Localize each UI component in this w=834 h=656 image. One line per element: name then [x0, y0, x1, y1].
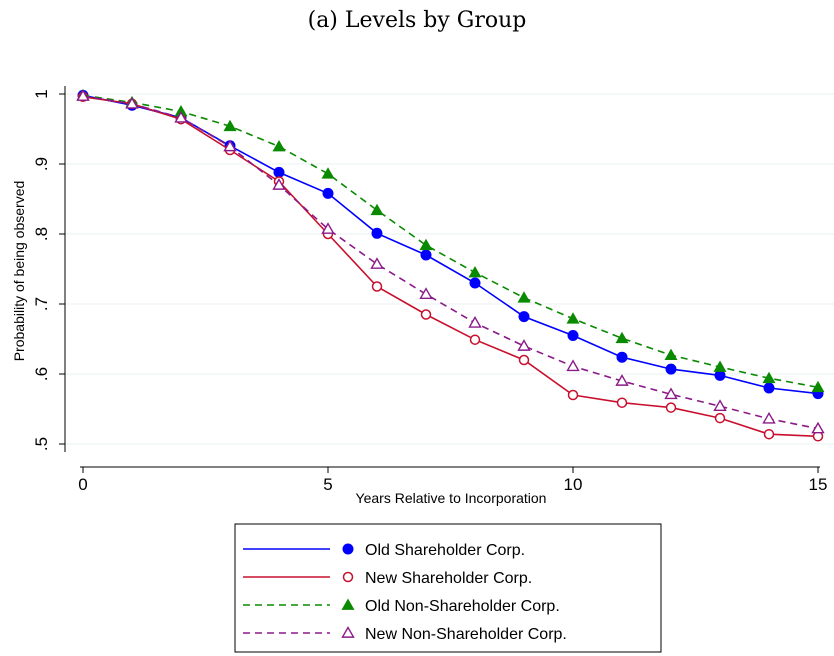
chart-title: (a) Levels by Group — [307, 8, 527, 33]
data-point — [419, 238, 433, 251]
legend-box — [234, 523, 662, 653]
y-tick-label: .5 — [32, 437, 51, 451]
data-point — [76, 89, 90, 101]
data-point — [615, 331, 629, 344]
data-point — [518, 311, 530, 323]
data-point — [763, 382, 775, 394]
data-point — [762, 411, 776, 424]
data-point — [664, 387, 678, 400]
data-point — [420, 309, 432, 320]
data-point — [566, 312, 580, 324]
data-point — [469, 277, 481, 289]
data-point — [714, 369, 726, 381]
series-line — [82, 96, 819, 438]
y-tick-label: 1 — [32, 89, 51, 98]
data-point — [713, 399, 727, 412]
y-tick-label: .7 — [32, 297, 51, 311]
legend-label: Old Shareholder Corp. — [365, 542, 525, 559]
data-point — [517, 339, 531, 351]
data-point — [342, 543, 354, 555]
axes — [64, 86, 820, 468]
data-point — [322, 187, 334, 199]
x-axis-title: Years Relative to Incorporation — [356, 490, 547, 506]
data-point — [341, 626, 355, 638]
data-point — [321, 222, 335, 234]
data-point — [420, 249, 432, 261]
legend-label: Old Non-Shareholder Corp. — [365, 598, 560, 615]
legend-label: New Non-Shareholder Corp. — [365, 626, 567, 643]
x-tick-label: 5 — [323, 475, 332, 494]
data-point — [370, 203, 384, 216]
data-point — [342, 571, 354, 583]
legend-label: New Shareholder Corp. — [365, 570, 532, 587]
x-ticks: 0 5 10 15 — [78, 467, 827, 494]
data-point — [811, 380, 825, 393]
series-group — [76, 88, 825, 442]
data-point — [468, 315, 482, 328]
series-new-non-shareholder-corp — [76, 89, 825, 434]
series-old-non-shareholder-corp — [76, 88, 825, 393]
series-line — [82, 94, 819, 395]
legend: Old Shareholder Corp. New Shareholder Cor… — [234, 523, 662, 653]
data-point — [419, 287, 433, 300]
y-tick-label: .9 — [32, 157, 51, 171]
data-point — [518, 354, 530, 366]
data-point — [567, 389, 579, 401]
data-point — [273, 166, 285, 178]
data-point — [370, 257, 384, 269]
grid-lines — [65, 93, 834, 445]
data-point — [223, 139, 237, 152]
y-tick-label: .8 — [32, 227, 51, 241]
data-point — [811, 421, 825, 434]
y-axis-title: Probability of being observed — [11, 181, 27, 362]
data-point — [763, 428, 775, 440]
y-ticks: .5 .6 .7 .8 .9 1 — [32, 89, 65, 451]
series-old-shareholder-corp — [77, 89, 824, 400]
series-new-shareholder-corp — [77, 91, 824, 442]
data-point — [616, 397, 628, 408]
data-point — [341, 598, 355, 610]
data-point — [713, 360, 727, 372]
data-point — [762, 371, 776, 384]
x-tick-label: 10 — [564, 475, 583, 494]
data-point — [321, 167, 335, 179]
data-point — [371, 227, 383, 239]
data-point — [616, 351, 628, 363]
data-point — [371, 281, 383, 292]
data-point — [615, 374, 629, 386]
data-point — [665, 363, 677, 375]
series-line — [82, 95, 819, 430]
data-point — [125, 96, 139, 109]
data-point — [469, 334, 481, 345]
y-tick-label: .6 — [32, 367, 51, 381]
series-line — [82, 94, 819, 389]
data-point — [517, 291, 531, 303]
data-point — [174, 105, 188, 117]
data-point — [468, 266, 482, 278]
x-tick-label: 0 — [78, 475, 87, 494]
data-point — [174, 110, 188, 123]
data-point — [272, 178, 286, 190]
data-point — [664, 348, 678, 360]
data-point — [223, 119, 237, 132]
data-point — [665, 402, 677, 413]
data-point — [566, 359, 580, 372]
x-tick-label: 15 — [809, 475, 828, 494]
data-point — [714, 412, 726, 424]
data-point — [567, 330, 579, 341]
data-point — [272, 140, 286, 152]
